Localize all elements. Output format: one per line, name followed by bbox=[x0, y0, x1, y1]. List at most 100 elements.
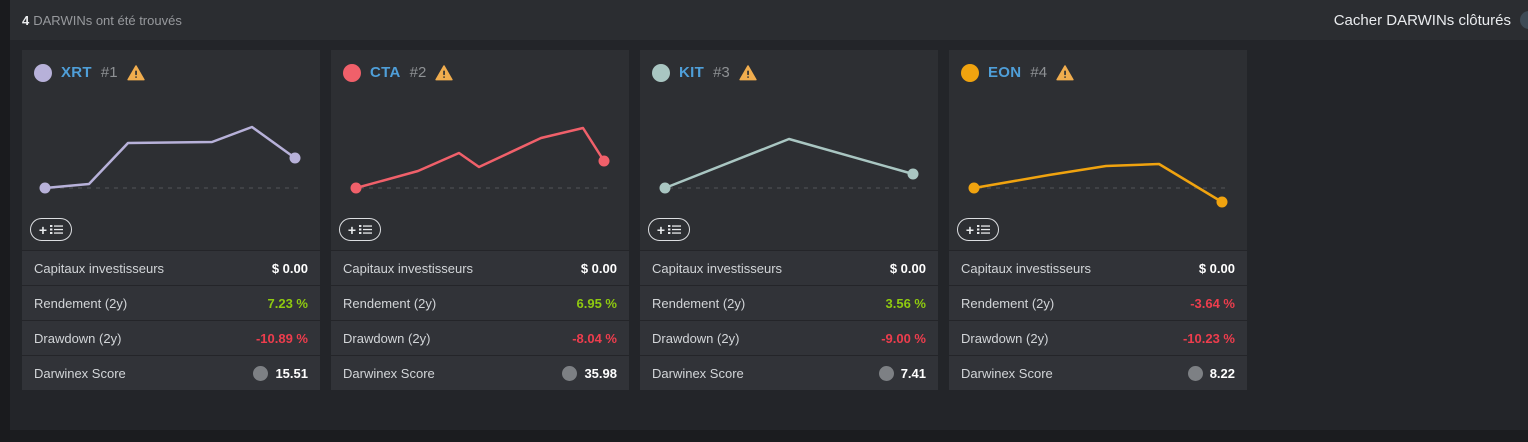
plus-icon: + bbox=[656, 221, 666, 238]
darwin-ticker-link[interactable]: KIT bbox=[679, 64, 705, 81]
sparkline-svg bbox=[350, 126, 610, 194]
stat-row-score: Darwinex Score 7.41 bbox=[640, 355, 938, 390]
stat-label-drawdown: Drawdown (2y) bbox=[343, 330, 431, 346]
darwin-rank: #2 bbox=[409, 64, 427, 81]
stat-value-capital: $ 0.00 bbox=[1198, 260, 1235, 276]
stat-row-drawdown: Drawdown (2y) -8.04 % bbox=[331, 320, 629, 355]
stat-row-score: Darwinex Score 15.51 bbox=[22, 355, 320, 390]
stat-label-score: Darwinex Score bbox=[34, 365, 126, 381]
stat-value-drawdown: -9.00 % bbox=[881, 330, 926, 346]
score-badge-icon bbox=[562, 365, 578, 381]
stat-row-capital: Capitaux investisseurs $ 0.00 bbox=[22, 250, 320, 285]
add-to-list-button[interactable]: + bbox=[957, 218, 999, 241]
score-value-group: 35.98 bbox=[562, 365, 617, 381]
stat-label-return: Rendement (2y) bbox=[34, 295, 128, 311]
add-to-list-button[interactable]: + bbox=[648, 218, 690, 241]
stat-label-score: Darwinex Score bbox=[961, 365, 1053, 381]
stat-label-capital: Capitaux investisseurs bbox=[343, 260, 474, 276]
darwin-ticker-link[interactable]: EON bbox=[988, 64, 1022, 81]
results-text: DARWINs ont été trouvés bbox=[33, 12, 182, 28]
bottom-edge-strip bbox=[0, 430, 1528, 442]
stat-row-return: Rendement (2y) -3.64 % bbox=[949, 285, 1247, 320]
hide-closed-toggle[interactable] bbox=[1520, 11, 1528, 29]
sparkline-chart: + bbox=[331, 95, 629, 250]
darwin-color-dot bbox=[343, 63, 361, 82]
stat-value-score: 35.98 bbox=[584, 365, 617, 381]
score-badge-icon bbox=[253, 365, 269, 381]
stat-row-drawdown: Drawdown (2y) -10.23 % bbox=[949, 320, 1247, 355]
warning-icon bbox=[435, 64, 453, 80]
stat-label-capital: Capitaux investisseurs bbox=[34, 260, 165, 276]
darwin-card[interactable]: CTA #2 + bbox=[331, 50, 629, 390]
stat-label-drawdown: Drawdown (2y) bbox=[34, 330, 122, 346]
results-summary: 4 DARWINs ont été trouvés bbox=[22, 13, 182, 28]
left-edge-strip bbox=[0, 0, 10, 442]
stat-value-score: 7.41 bbox=[900, 365, 926, 381]
stat-row-capital: Capitaux investisseurs $ 0.00 bbox=[640, 250, 938, 285]
warning-icon bbox=[126, 64, 145, 80]
stat-row-return: Rendement (2y) 3.56 % bbox=[640, 285, 938, 320]
warning-icon bbox=[1056, 64, 1074, 80]
stat-value-return: 6.95 % bbox=[576, 295, 617, 311]
stats-table: Capitaux investisseurs $ 0.00 Rendement … bbox=[949, 250, 1247, 390]
stat-value-return: 3.56 % bbox=[885, 295, 926, 311]
top-bar: 4 DARWINs ont été trouvés Cacher DARWINs … bbox=[10, 0, 1528, 40]
hide-closed-label: Cacher DARWINs clôturés bbox=[1333, 11, 1511, 29]
darwin-card-header: EON #4 bbox=[949, 50, 1247, 95]
topbar-right: Cacher DARWINs clôturés bbox=[1334, 11, 1528, 29]
score-value-group: 15.51 bbox=[253, 365, 308, 381]
add-to-list-button[interactable]: + bbox=[339, 218, 381, 241]
stat-value-capital: $ 0.00 bbox=[271, 260, 308, 276]
warning-icon bbox=[739, 64, 757, 80]
stat-label-return: Rendement (2y) bbox=[343, 295, 437, 311]
darwin-card-header: KIT #3 bbox=[640, 50, 938, 95]
darwin-rank: #4 bbox=[1030, 64, 1048, 81]
stat-row-score: Darwinex Score 8.22 bbox=[949, 355, 1247, 390]
stat-row-return: Rendement (2y) 6.95 % bbox=[331, 285, 629, 320]
stat-row-return: Rendement (2y) 7.23 % bbox=[22, 285, 320, 320]
sparkline-svg bbox=[659, 137, 919, 194]
list-icon bbox=[359, 225, 373, 234]
stat-value-capital: $ 0.00 bbox=[580, 260, 617, 276]
results-count: 4 bbox=[22, 12, 30, 28]
sparkline-chart: + bbox=[22, 95, 320, 250]
darwin-card-header: CTA #2 bbox=[331, 50, 629, 95]
stat-value-return: -3.64 % bbox=[1190, 295, 1235, 311]
plus-icon: + bbox=[38, 221, 48, 238]
score-badge-icon bbox=[1187, 365, 1203, 381]
stat-row-score: Darwinex Score 35.98 bbox=[331, 355, 629, 390]
darwin-color-dot bbox=[34, 63, 52, 82]
sparkline-chart: + bbox=[640, 95, 938, 250]
darwin-ticker-link[interactable]: CTA bbox=[370, 64, 401, 81]
stat-value-capital: $ 0.00 bbox=[889, 260, 926, 276]
plus-icon: + bbox=[965, 221, 975, 238]
stats-table: Capitaux investisseurs $ 0.00 Rendement … bbox=[22, 250, 320, 390]
list-icon bbox=[977, 225, 991, 234]
darwin-card[interactable]: XRT #1 + bbox=[22, 50, 320, 390]
stat-label-drawdown: Drawdown (2y) bbox=[652, 330, 740, 346]
darwin-color-dot bbox=[961, 63, 979, 82]
stat-label-capital: Capitaux investisseurs bbox=[961, 260, 1092, 276]
darwin-ticker-link[interactable]: XRT bbox=[61, 64, 92, 81]
stat-value-return: 7.23 % bbox=[267, 295, 308, 311]
darwin-color-dot bbox=[652, 63, 670, 82]
stat-value-score: 8.22 bbox=[1209, 365, 1235, 381]
darwin-cards-row: XRT #1 + bbox=[22, 50, 1247, 390]
score-badge-icon bbox=[878, 365, 894, 381]
stat-label-score: Darwinex Score bbox=[652, 365, 744, 381]
darwin-card[interactable]: EON #4 + bbox=[949, 50, 1247, 390]
add-to-list-button[interactable]: + bbox=[30, 218, 72, 241]
stat-value-score: 15.51 bbox=[275, 365, 308, 381]
darwin-card[interactable]: KIT #3 + bbox=[640, 50, 938, 390]
sparkline-chart: + bbox=[949, 95, 1247, 250]
list-icon bbox=[668, 225, 682, 234]
stats-table: Capitaux investisseurs $ 0.00 Rendement … bbox=[640, 250, 938, 390]
stat-label-capital: Capitaux investisseurs bbox=[652, 260, 783, 276]
score-value-group: 8.22 bbox=[1187, 365, 1235, 381]
list-icon bbox=[50, 225, 64, 234]
stat-value-drawdown: -8.04 % bbox=[572, 330, 617, 346]
darwin-card-header: XRT #1 bbox=[22, 50, 320, 95]
stats-table: Capitaux investisseurs $ 0.00 Rendement … bbox=[331, 250, 629, 390]
stat-value-drawdown: -10.89 % bbox=[255, 330, 308, 346]
sparkline-svg bbox=[968, 162, 1228, 208]
